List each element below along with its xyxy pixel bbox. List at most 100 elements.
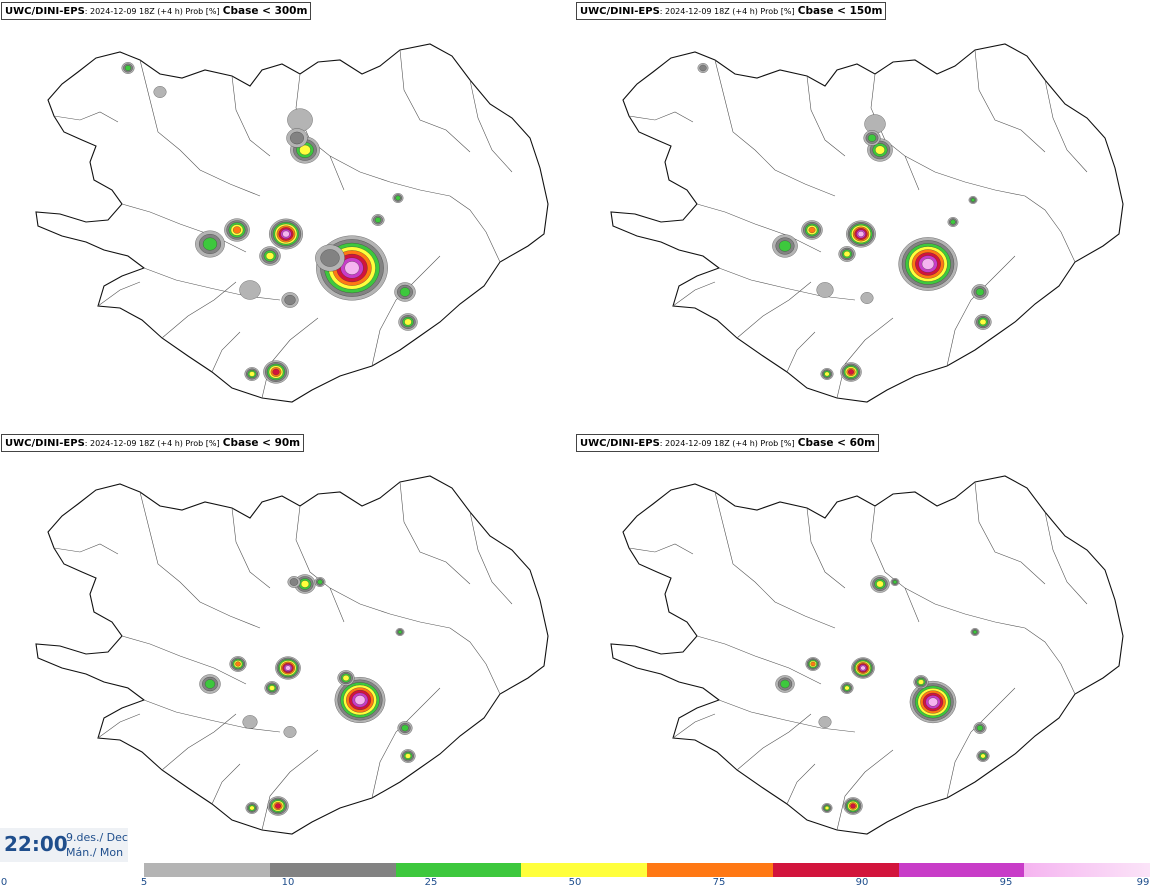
probability-area <box>153 86 167 98</box>
probability-contour <box>875 145 885 155</box>
panel-title: UWC/DINI-EPS: 2024-12-09 18Z (+4 h) Prob… <box>576 434 880 452</box>
probability-contour <box>282 230 290 238</box>
probability-area <box>334 677 386 723</box>
probability-area <box>775 675 795 693</box>
panel-title: UWC/DINI-EPS: 2024-12-09 18Z (+4 h) Prob… <box>1 434 305 452</box>
probability-contour <box>287 108 313 132</box>
probability-contour <box>975 288 985 296</box>
probability-area <box>239 280 261 300</box>
region-boundary <box>696 635 822 685</box>
region-boundary <box>139 59 181 151</box>
probability-area <box>805 657 821 671</box>
region-boundary <box>904 587 1026 629</box>
probability-contour <box>818 716 832 728</box>
map-panel-90m: UWC/DINI-EPS: 2024-12-09 18Z (+4 h) Prob… <box>0 432 575 864</box>
region-boundary <box>211 763 241 805</box>
probability-contour <box>843 250 851 257</box>
coastline <box>610 475 1124 835</box>
probability-area <box>281 292 299 308</box>
probability-area <box>913 675 929 689</box>
colorbar-segment <box>395 863 522 877</box>
probability-area <box>772 234 798 258</box>
region-boundary <box>974 49 1046 153</box>
probability-contour <box>979 318 987 325</box>
probability-area <box>697 63 709 73</box>
probability-colorbar <box>144 863 1150 877</box>
region-boundary <box>714 59 756 151</box>
region-boundary <box>53 543 119 555</box>
probability-area <box>269 218 303 250</box>
probability-contour <box>921 258 935 270</box>
probability-area <box>244 367 260 381</box>
region-boundary <box>449 195 501 263</box>
probability-contour <box>824 371 830 377</box>
probability-contour <box>342 674 350 681</box>
region-boundary <box>836 317 894 399</box>
probability-area <box>947 217 959 227</box>
probability-contour <box>272 368 280 376</box>
probability-contour <box>249 371 255 377</box>
probability-contour <box>824 806 830 810</box>
probability-area <box>315 244 345 272</box>
probability-contour <box>848 369 854 375</box>
colorbar-tick-label: 99 <box>1136 877 1150 888</box>
probability-area <box>224 218 250 242</box>
valid-day: Mán./ Mon <box>66 846 124 859</box>
probability-area <box>267 796 289 816</box>
region-boundary <box>628 543 694 555</box>
probability-contour <box>275 803 281 809</box>
region-boundary <box>628 111 694 123</box>
probability-contour <box>980 753 986 759</box>
probability-area <box>801 220 823 240</box>
region-boundary <box>946 687 1016 799</box>
probability-contour <box>918 679 924 685</box>
probability-contour <box>320 249 340 267</box>
probability-contour <box>317 579 323 585</box>
region-boundary <box>1044 511 1088 605</box>
region-boundary <box>121 635 247 685</box>
probability-contour <box>950 219 956 225</box>
region-boundary <box>211 331 241 373</box>
region-boundary <box>97 281 141 307</box>
region-boundary <box>672 281 716 307</box>
region-boundary <box>1044 79 1088 173</box>
probability-area <box>970 628 980 636</box>
region-boundary <box>295 505 345 623</box>
colorbar-tick-label: 90 <box>855 877 869 888</box>
coastline <box>35 475 549 835</box>
probability-area <box>974 314 992 330</box>
probability-contour <box>844 685 850 691</box>
probability-contour <box>285 665 291 671</box>
probability-area <box>394 282 416 302</box>
probability-area <box>398 313 418 331</box>
probability-area <box>976 750 990 762</box>
probability-contour <box>860 292 874 304</box>
probability-area <box>840 682 854 694</box>
probability-contour <box>699 64 707 72</box>
probability-area <box>973 722 987 734</box>
probability-contour <box>124 65 132 71</box>
probability-contour <box>269 685 275 691</box>
region-boundary <box>946 255 1016 367</box>
probability-area <box>195 230 225 258</box>
probability-area <box>816 282 834 298</box>
probability-contour <box>928 697 938 707</box>
region-boundary <box>904 155 1026 197</box>
probability-contour <box>892 580 898 584</box>
colorbar-tick-label: 0 <box>0 877 8 888</box>
region-boundary <box>672 713 716 739</box>
region-boundary <box>736 281 812 339</box>
colorbar-segment <box>144 863 271 877</box>
region-boundary <box>449 627 501 695</box>
region-boundary <box>718 699 856 733</box>
probability-area <box>397 721 413 735</box>
region-boundary <box>231 507 271 589</box>
region-boundary <box>718 267 856 301</box>
region-boundary <box>231 75 271 157</box>
region-boundary <box>161 281 237 339</box>
probability-area <box>843 797 863 815</box>
region-boundary <box>53 111 119 123</box>
probability-contour <box>780 679 790 689</box>
region-boundary <box>161 713 237 771</box>
probability-area <box>909 680 957 724</box>
